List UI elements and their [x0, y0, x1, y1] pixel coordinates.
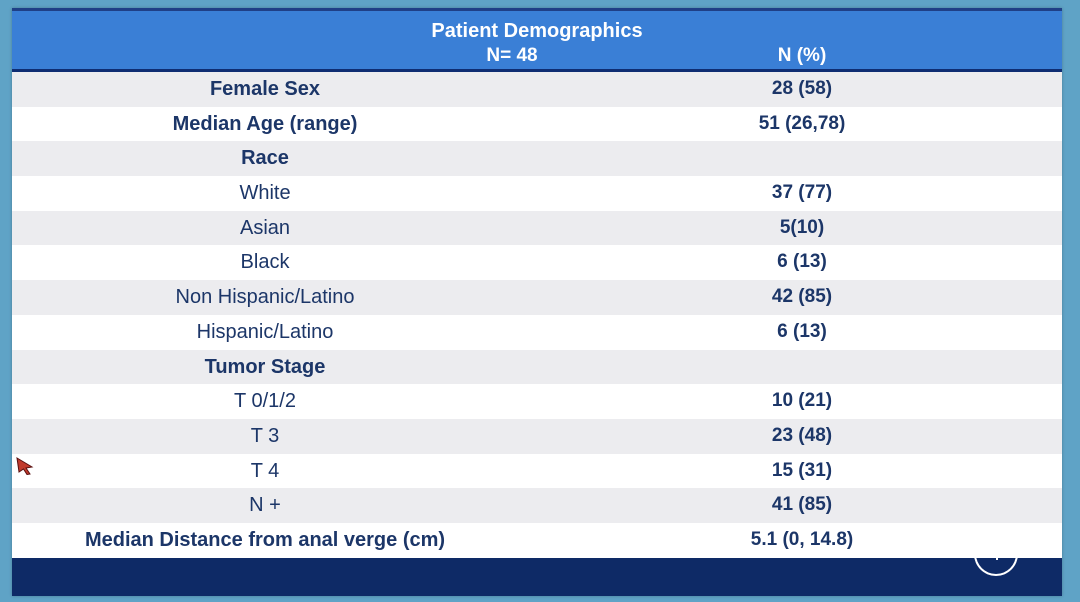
row-value: 23 (48) — [771, 424, 833, 446]
table-row: Hispanic/Latino 6 (13) — [12, 314, 1062, 350]
row-value: 51 (26,78) — [758, 112, 846, 134]
table-header: Patient Demographics N= 48 N (%) — [12, 8, 1062, 72]
table-row: T 0/1/2 10 (21) — [12, 384, 1062, 419]
row-value: 41 (85) — [771, 494, 833, 516]
row-value: 5(10) — [779, 216, 825, 238]
row-label: N + — [249, 494, 281, 517]
table-row: Black 6 (13) — [12, 245, 1062, 281]
table-row: Median Distance from anal verge (cm) 5.1… — [12, 522, 1062, 558]
slide: Patient Demographics N= 48 N (%) Female … — [12, 8, 1062, 596]
row-label: Tumor Stage — [204, 355, 326, 378]
table-row: T 4 15 (31) — [12, 453, 1062, 489]
row-label: T 0/1/2 — [234, 390, 296, 413]
row-value: 10 (21) — [771, 390, 833, 412]
row-value: 5.1 (0, 14.8) — [750, 528, 854, 550]
table-title: Patient Demographics — [431, 20, 643, 42]
row-label: Non Hispanic/Latino — [175, 286, 355, 309]
row-value: 6 (13) — [777, 251, 827, 273]
table-row: T 3 23 (48) — [12, 418, 1062, 454]
table-row: Non Hispanic/Latino 42 (85) — [12, 280, 1062, 315]
row-value: 15 (31) — [771, 459, 833, 481]
row-label: White — [239, 182, 291, 205]
sample-size-label: N= 48 — [486, 45, 538, 66]
row-value: 28 (58) — [771, 78, 833, 99]
table-row: Tumor Stage — [12, 349, 1062, 385]
row-value: 6 (13) — [777, 320, 827, 342]
table-row: White 37 (77) — [12, 176, 1062, 211]
column-header-n-percent: N (%) — [777, 45, 827, 66]
row-value: 42 (85) — [771, 286, 833, 308]
slide-footer — [12, 550, 1062, 596]
row-label: Race — [241, 147, 289, 170]
row-label: Median Distance from anal verge (cm) — [84, 528, 446, 551]
row-label: T 4 — [250, 459, 280, 482]
table-row: Race — [12, 141, 1062, 177]
row-value: 37 (77) — [771, 182, 833, 204]
table-row: N + 41 (85) — [12, 488, 1062, 523]
row-label: Median Age (range) — [172, 112, 358, 135]
row-label: Female Sex — [209, 78, 321, 100]
row-label: Hispanic/Latino — [196, 320, 334, 343]
row-label: T 3 — [250, 424, 280, 447]
society-logo-icon — [974, 550, 1018, 576]
mouse-pointer-icon — [16, 457, 34, 475]
demographics-table: Female Sex 28 (58) Median Age (range) 51… — [12, 72, 1062, 558]
row-label: Black — [240, 251, 290, 274]
table-row: Asian 5(10) — [12, 210, 1062, 246]
row-label: Asian — [239, 216, 291, 239]
table-row: Median Age (range) 51 (26,78) — [12, 106, 1062, 142]
table-row: Female Sex 28 (58) — [12, 72, 1062, 107]
